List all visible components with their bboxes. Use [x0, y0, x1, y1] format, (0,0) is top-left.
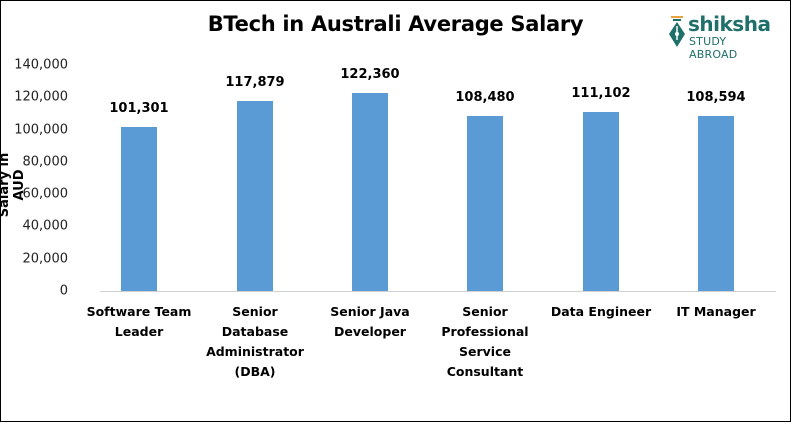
shiksha-logo: shiksha STUDY ABROAD: [668, 12, 778, 61]
bar-value-label: 122,360: [340, 67, 400, 83]
y-tick-label: 80,000: [22, 154, 69, 170]
x-category-label: Senior Java Developer: [330, 304, 410, 339]
bar-value-label: 117,879: [225, 74, 285, 90]
bar-value-label: 111,102: [571, 85, 631, 101]
chart-title: BTech in Australi Average Salary: [207, 12, 584, 36]
bar: [237, 100, 273, 291]
y-tick-label: 140,000: [14, 57, 68, 73]
logo-subtitle: STUDY ABROAD: [689, 35, 738, 61]
bar: [352, 93, 388, 291]
bar-value-label: 108,594: [686, 89, 746, 105]
x-category-label: Software Team Leader: [86, 304, 192, 339]
x-category-label: IT Manager: [676, 304, 756, 319]
bar: [698, 115, 734, 291]
x-category-label: Senior Database Administrator (DBA): [206, 304, 304, 379]
bar: [467, 115, 503, 291]
logo-wordmark: shiksha: [688, 12, 771, 36]
bar: [121, 127, 157, 291]
y-tick-label: 40,000: [22, 218, 69, 234]
x-category-label: Senior Professional Service Consultant: [441, 304, 529, 379]
y-tick-label: 60,000: [22, 186, 69, 202]
x-axis-line: [100, 291, 776, 292]
bar-value-label: 101,301: [109, 101, 169, 117]
bar-value-label: 108,480: [455, 89, 515, 105]
bar: [583, 111, 619, 291]
y-tick-label: 100,000: [14, 122, 68, 138]
y-tick-label: 20,000: [22, 251, 69, 267]
y-tick-label: 120,000: [14, 89, 68, 105]
x-category-label: Data Engineer: [550, 304, 652, 319]
pen-nib-icon: [669, 16, 685, 47]
y-tick-label: 0: [59, 283, 68, 299]
